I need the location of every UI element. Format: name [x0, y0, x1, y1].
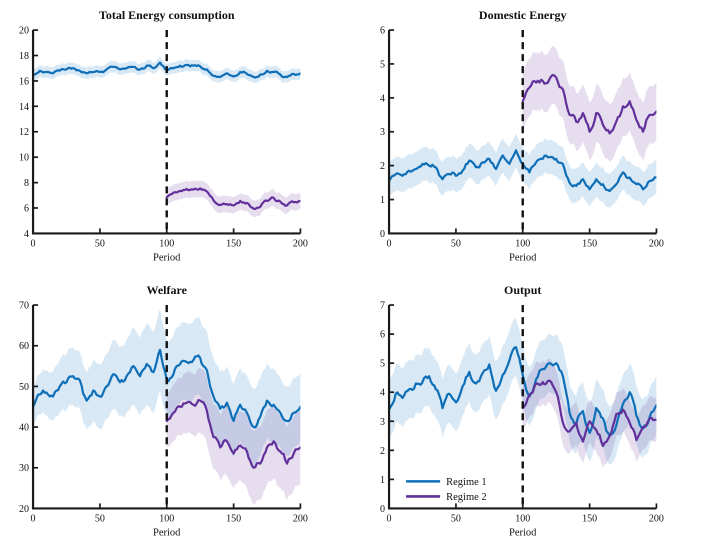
chart-svg: Total Energy consumption4681012141618200… — [19, 8, 308, 263]
subplot-domestic-energy: Domestic Energy 0 1 2 3 4 5 6 0 50 100 150 200 Period — [356, 0, 711, 275]
regime-2-band — [166, 180, 301, 218]
y-tick-label: 3 — [380, 416, 385, 427]
x-tick-label: 150 — [582, 238, 597, 249]
x-tick-label: 0 — [31, 513, 36, 524]
x-tick-label: 0 — [386, 513, 391, 524]
y-tick-label: 0 — [380, 229, 385, 240]
regime-1-band — [33, 308, 301, 466]
subplot-welfare: Welfare 20 30 40 50 60 70 0 50 100 150 200 Period — [0, 275, 356, 549]
y-tick-label: 60 — [19, 341, 29, 352]
subplot-total-energy-consumption: Total Energy consumption 4 6 8 10 12 14 16 18 20 0… — [0, 0, 356, 275]
x-tick-label: 200 — [648, 238, 663, 249]
y-tick-label: 70 — [19, 300, 29, 311]
y-tick-label: 16 — [19, 76, 29, 87]
regime-1-line — [388, 345, 656, 437]
y-tick-label: 18 — [19, 51, 29, 62]
y-tick-label: 40 — [19, 422, 29, 433]
subplot-output: Output 0 1 2 3 4 5 6 7 0 50 100 150 200 Period Regime 1… — [356, 275, 711, 549]
y-tick-label: 10 — [19, 153, 29, 164]
y-tick-label: 50 — [19, 381, 29, 392]
regime-2-band — [166, 367, 301, 504]
x-tick-label: 100 — [515, 238, 530, 249]
regime-2-band — [522, 46, 656, 163]
legend-label-regime-1: Regime 1 — [446, 477, 487, 488]
regime-2-line — [521, 73, 656, 135]
x-tick-label: 200 — [293, 513, 308, 524]
chart-svg: Welfare 20 30 40 50 60 70 0 50 100 150 200 Period — [19, 283, 308, 538]
y-tick-label: 8 — [24, 178, 29, 189]
y-tick-label: 4 — [24, 229, 29, 240]
x-tick-label: 200 — [293, 238, 308, 249]
x-axis-label: Period — [509, 527, 537, 538]
legend: Regime 1 Regime 2 — [405, 477, 487, 503]
y-tick-label: 3 — [380, 127, 385, 138]
x-tick-label: 150 — [582, 513, 597, 524]
y-tick-label: 30 — [19, 463, 29, 474]
y-tick-label: 0 — [380, 503, 385, 514]
y-tick-label: 2 — [380, 161, 385, 172]
regime-2-line — [521, 378, 656, 447]
x-axis-label: Period — [153, 252, 181, 263]
regime-2-band — [522, 358, 656, 468]
chart-title: Output — [504, 283, 541, 297]
chart-svg: Output 0 1 2 3 4 5 6 7 0 50 100 150 200 Period Regime 1… — [380, 283, 664, 538]
x-tick-label: 50 — [95, 238, 105, 249]
chart-title: Total Energy consumption — [99, 8, 235, 22]
x-tick-label: 150 — [226, 238, 241, 249]
x-tick-label: 50 — [95, 513, 105, 524]
legend-label-regime-2: Regime 2 — [446, 492, 487, 503]
x-axis-label: Period — [153, 527, 181, 538]
y-tick-label: 6 — [24, 203, 29, 214]
y-tick-label: 14 — [19, 102, 29, 113]
y-tick-label: 6 — [380, 26, 385, 37]
y-tick-label: 5 — [380, 358, 385, 369]
y-tick-label: 4 — [380, 387, 385, 398]
y-tick-label: 1 — [380, 474, 385, 485]
x-tick-label: 200 — [648, 513, 663, 524]
chart-title: Welfare — [147, 283, 188, 297]
regime-2-line — [165, 398, 301, 469]
x-tick-label: 50 — [450, 238, 460, 249]
chart-title: Domestic Energy — [478, 8, 566, 22]
x-tick-label: 100 — [159, 238, 174, 249]
y-tick-label: 7 — [380, 300, 385, 311]
y-tick-label: 20 — [19, 26, 29, 37]
y-tick-label: 20 — [19, 503, 29, 514]
x-tick-label: 100 — [515, 513, 530, 524]
y-tick-label: 6 — [380, 329, 385, 340]
x-tick-label: 50 — [450, 513, 460, 524]
y-tick-label: 2 — [380, 445, 385, 456]
y-tick-label: 12 — [19, 127, 29, 138]
x-axis-label: Period — [509, 252, 537, 263]
x-tick-label: 0 — [31, 238, 36, 249]
y-tick-label: 1 — [380, 195, 385, 206]
regime-2-line — [165, 187, 301, 211]
x-tick-label: 100 — [159, 513, 174, 524]
x-tick-label: 150 — [226, 513, 241, 524]
x-tick-label: 0 — [386, 238, 391, 249]
y-tick-label: 5 — [380, 59, 385, 70]
y-tick-label: 4 — [380, 93, 385, 104]
chart-svg: Domestic Energy 0 1 2 3 4 5 6 0 50 100 150 200 Period — [380, 8, 664, 263]
